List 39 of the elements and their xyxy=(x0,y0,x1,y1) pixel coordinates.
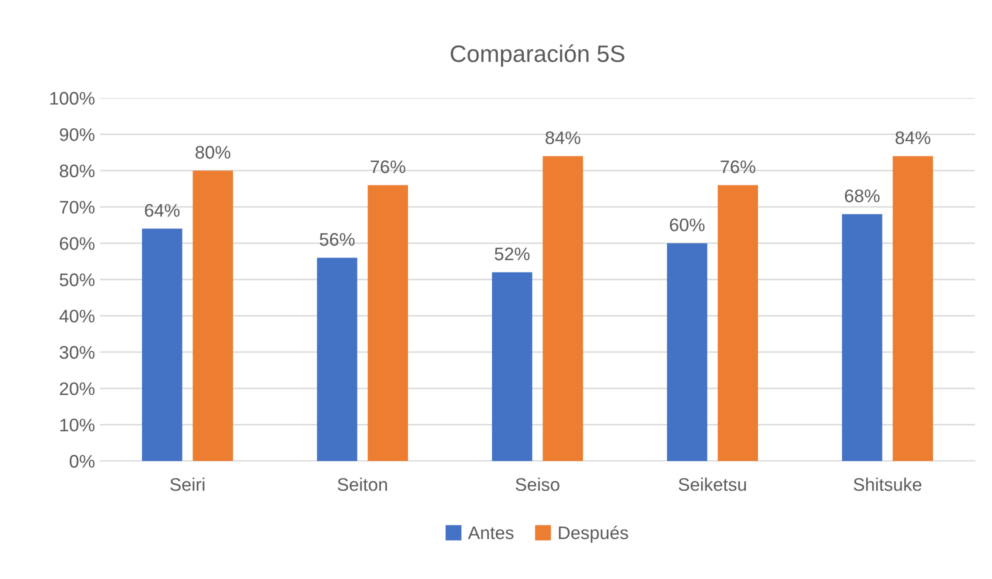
y-tick-label: 40% xyxy=(59,310,94,323)
bar xyxy=(368,185,408,461)
bar xyxy=(142,228,182,461)
data-label: 76% xyxy=(370,160,406,174)
data-label: 56% xyxy=(320,233,355,246)
y-tick-label: 80% xyxy=(60,164,94,178)
y-tick-label: 30% xyxy=(60,346,94,359)
bar xyxy=(542,156,583,461)
chart-title: Comparación 5S xyxy=(450,44,624,67)
data-label: 52% xyxy=(494,248,530,260)
x-tick-label: Shitsuke xyxy=(854,478,922,491)
legend-label: Después xyxy=(558,526,628,543)
x-tick-label: Seiton xyxy=(338,478,387,491)
data-label: 60% xyxy=(670,218,705,232)
y-tick-label: 70% xyxy=(60,200,94,214)
legend-label: Antes xyxy=(468,526,514,540)
y-tick-label: 90% xyxy=(60,128,94,142)
x-tick-label: Seiri xyxy=(170,478,204,491)
y-tick-label: 10% xyxy=(60,418,94,432)
bar xyxy=(892,156,933,461)
bar xyxy=(192,170,233,461)
bar xyxy=(492,272,532,461)
data-label: 84% xyxy=(896,131,930,144)
data-label: 64% xyxy=(144,204,180,217)
x-tick-label: Seiso xyxy=(516,478,560,491)
bar xyxy=(317,258,358,461)
y-tick-label: 20% xyxy=(60,382,94,396)
x-tick-label: Seiketsu xyxy=(678,478,746,491)
data-label: 80% xyxy=(196,146,230,159)
y-tick-label: 100% xyxy=(50,92,94,105)
data-label: 68% xyxy=(844,189,880,202)
y-tick-label: 50% xyxy=(60,273,94,286)
y-tick-label: 60% xyxy=(60,237,94,250)
bar xyxy=(718,185,758,461)
data-label: 76% xyxy=(720,160,756,174)
data-label: 84% xyxy=(546,131,580,144)
bar xyxy=(667,243,708,461)
y-tick-label: 0% xyxy=(70,454,94,468)
bar xyxy=(842,214,882,461)
